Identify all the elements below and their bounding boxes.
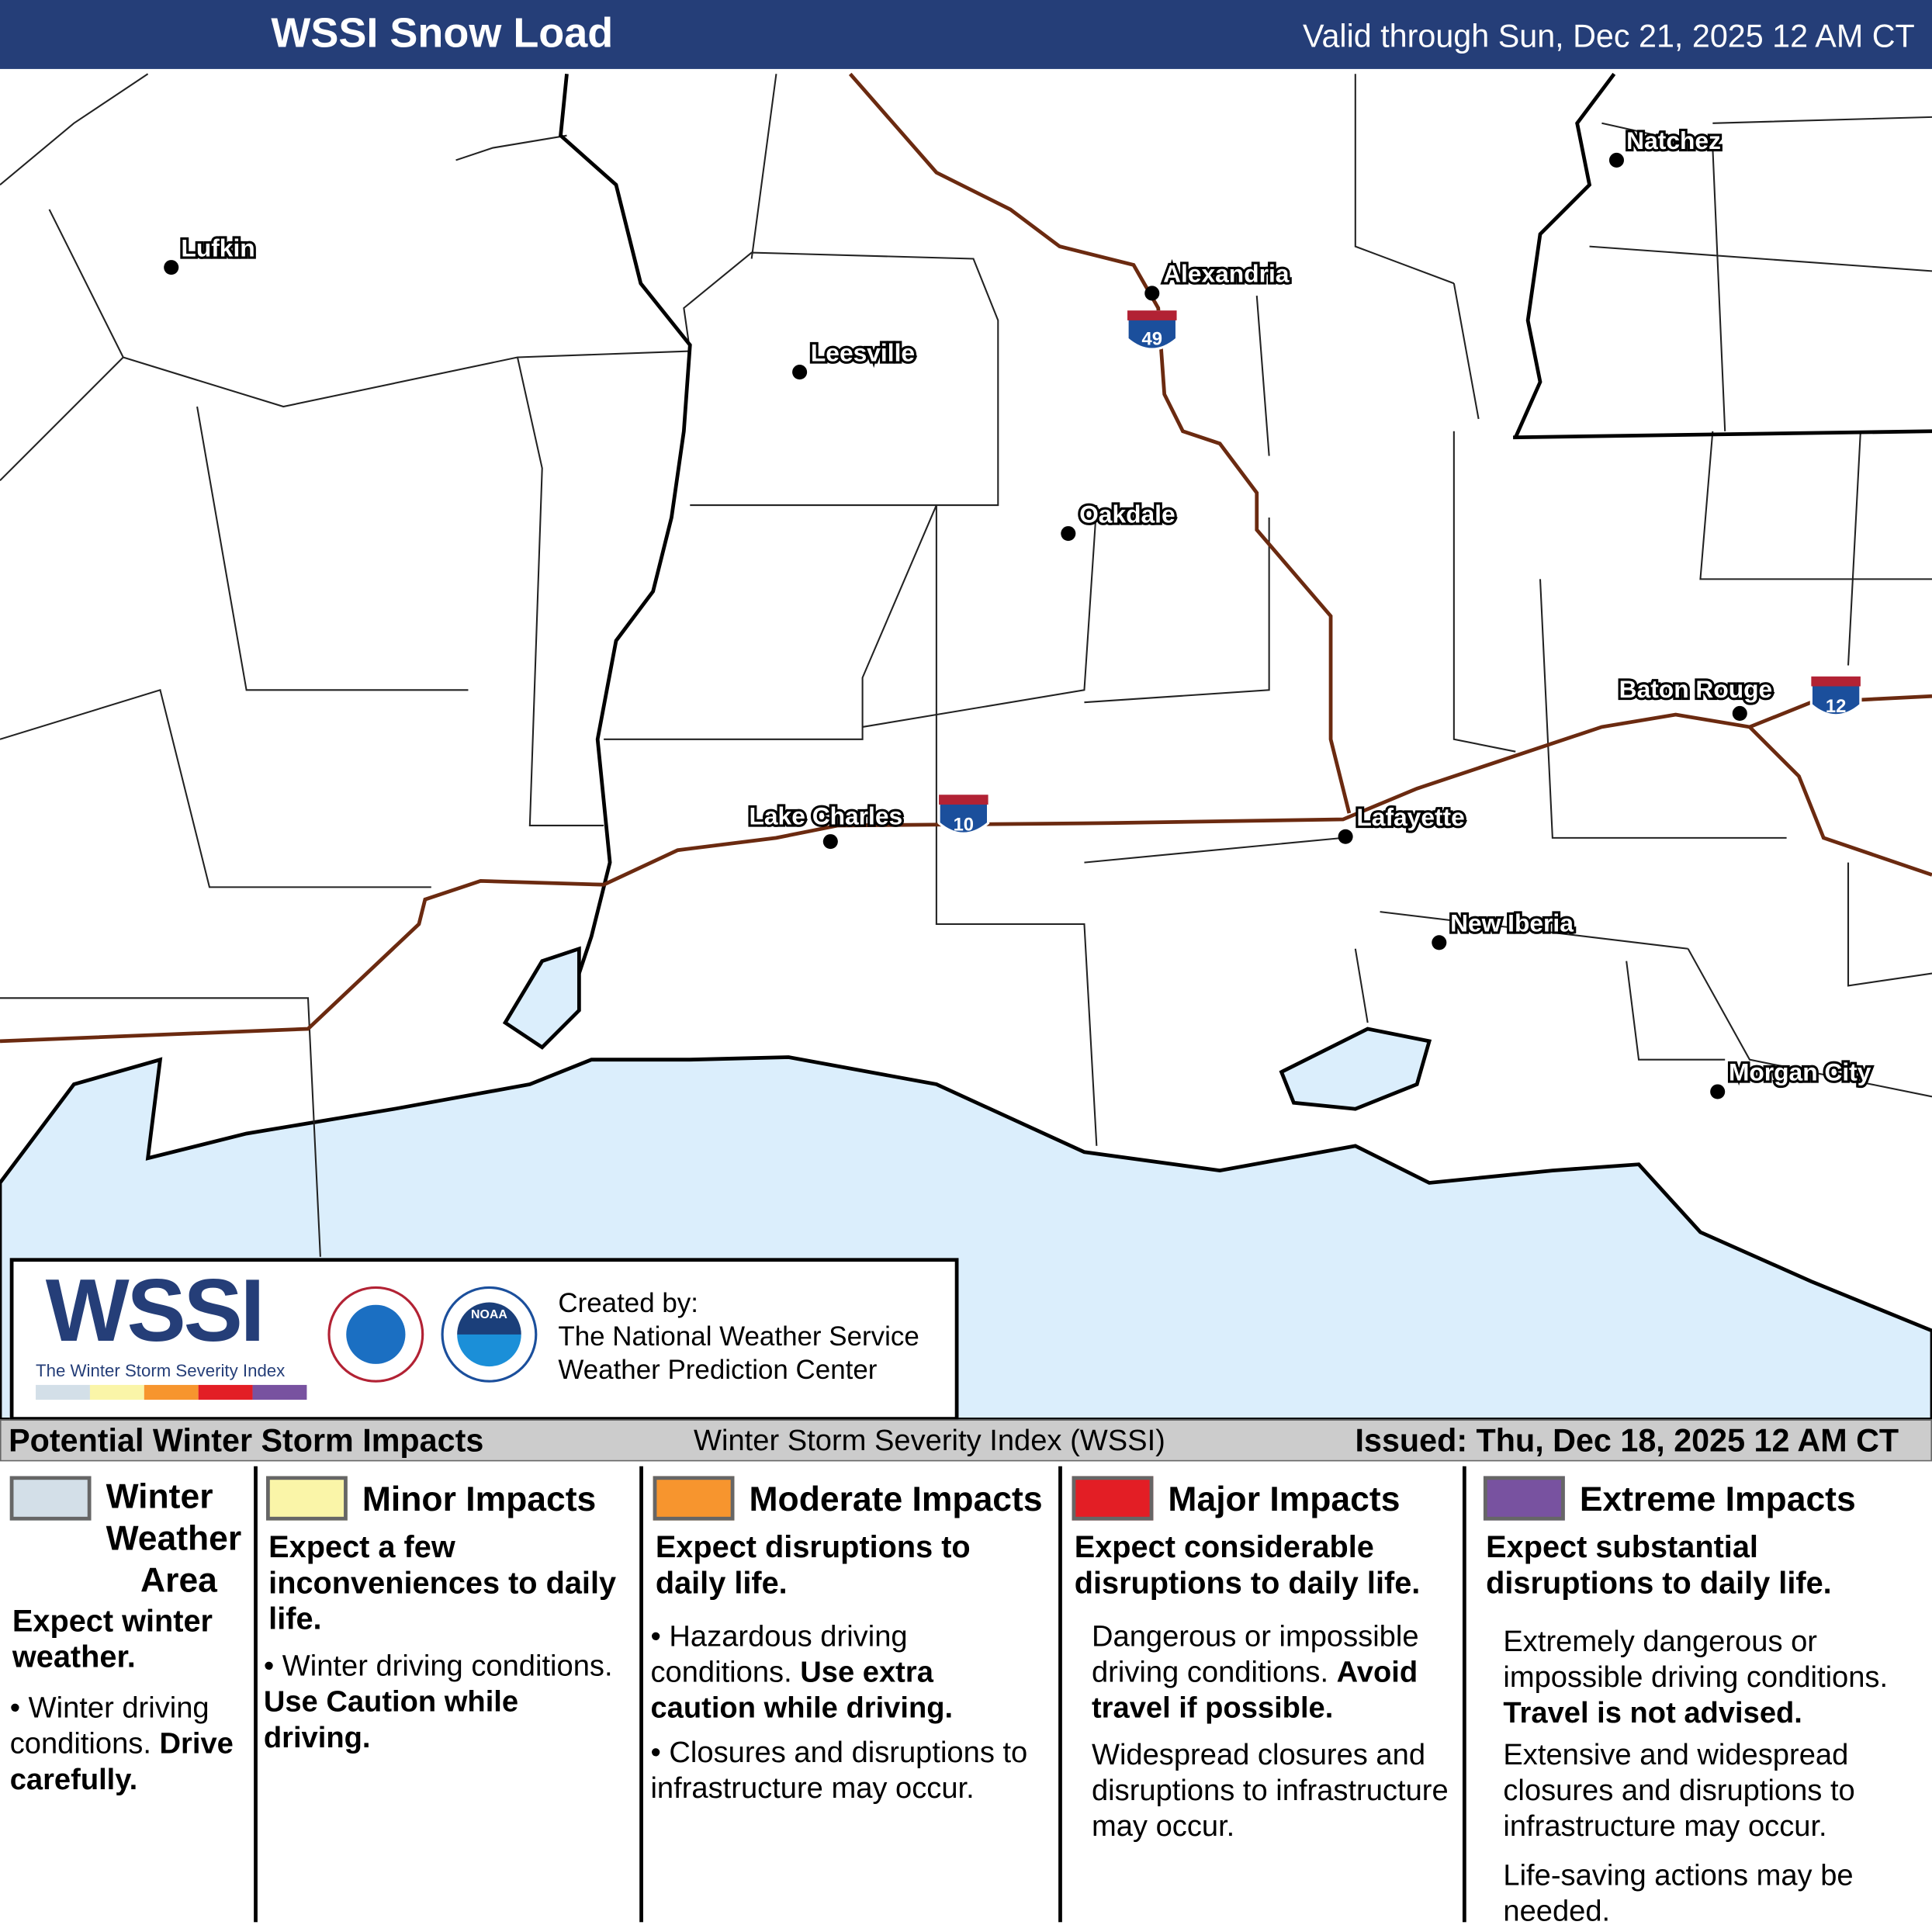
impacts-strip: Potential Winter Storm Impacts Winter St… [0,1419,1932,1462]
shield-i10: 10 [937,795,990,835]
city-label: Natchez [1626,126,1721,154]
interstate-label: 10 [954,814,975,835]
agency-logos: NOAA [327,1286,538,1383]
city-label: Alexandria [1163,260,1290,288]
valid-time: Valid through Sun, Dec 21, 2025 12 AM CT [1302,17,1915,54]
header-bar: WSSI Snow Load Valid through Sun, Dec 21… [0,0,1932,69]
interstate-label: 12 [1826,696,1846,717]
city-label: Oakdale [1079,500,1175,528]
lake-water [1279,1027,1432,1111]
city-label: New Iberia [1450,909,1574,937]
interstate-label: 49 [1142,329,1163,350]
river [1514,72,1616,438]
wssi-logo: WSSI [45,1262,265,1361]
lake-water [502,946,581,1050]
city-label: Lufkin [181,234,254,261]
legend-major: Major Impacts Expect considerable disrup… [1065,1466,1461,1927]
wssi-subtitle: The Winter Storm Severity Index [36,1360,286,1380]
cities: Natchez Lufkin Alexandria Leesville Oakd… [164,124,1874,1099]
legend: Winter Weather Area Expect winter weathe… [0,1461,1932,1932]
county-lines [0,73,1932,1257]
city-label: Lafayette [1356,803,1464,831]
wssi-color-bar [36,1384,307,1400]
shield-i49: 49 [1126,310,1179,351]
created-by: Created by: The National Weather Service W… [558,1287,919,1385]
legend-extreme: Extreme Impacts Expect substantial disru… [1469,1466,1932,1928]
shield-i12: 12 [1809,676,1862,717]
interstate-routes [0,72,1932,1044]
svg-text:NOAA: NOAA [471,1308,507,1321]
state-border [559,74,692,975]
legend-minor: Minor Impacts Expect a few inconvenience… [258,1466,638,1927]
city-label: Leesville [811,338,915,366]
state-border [1513,429,1932,440]
map-title: WSSI Snow Load [271,9,614,57]
wssi-logo-box: WSSI The Winter Storm Severity Index NOA… [9,1258,959,1421]
city-label: Baton Rouge [1619,675,1773,703]
legend-winter-weather: Winter Weather Area Expect winter weathe… [9,1476,242,1797]
city-label: Lake Charles [750,802,903,829]
city-label: Morgan City [1729,1058,1871,1086]
legend-moderate: Moderate Impacts Expect disruptions to d… [646,1466,1057,1927]
map: 49 10 12 Natchez Lufkin Alexandria Leesv… [0,68,1932,1420]
